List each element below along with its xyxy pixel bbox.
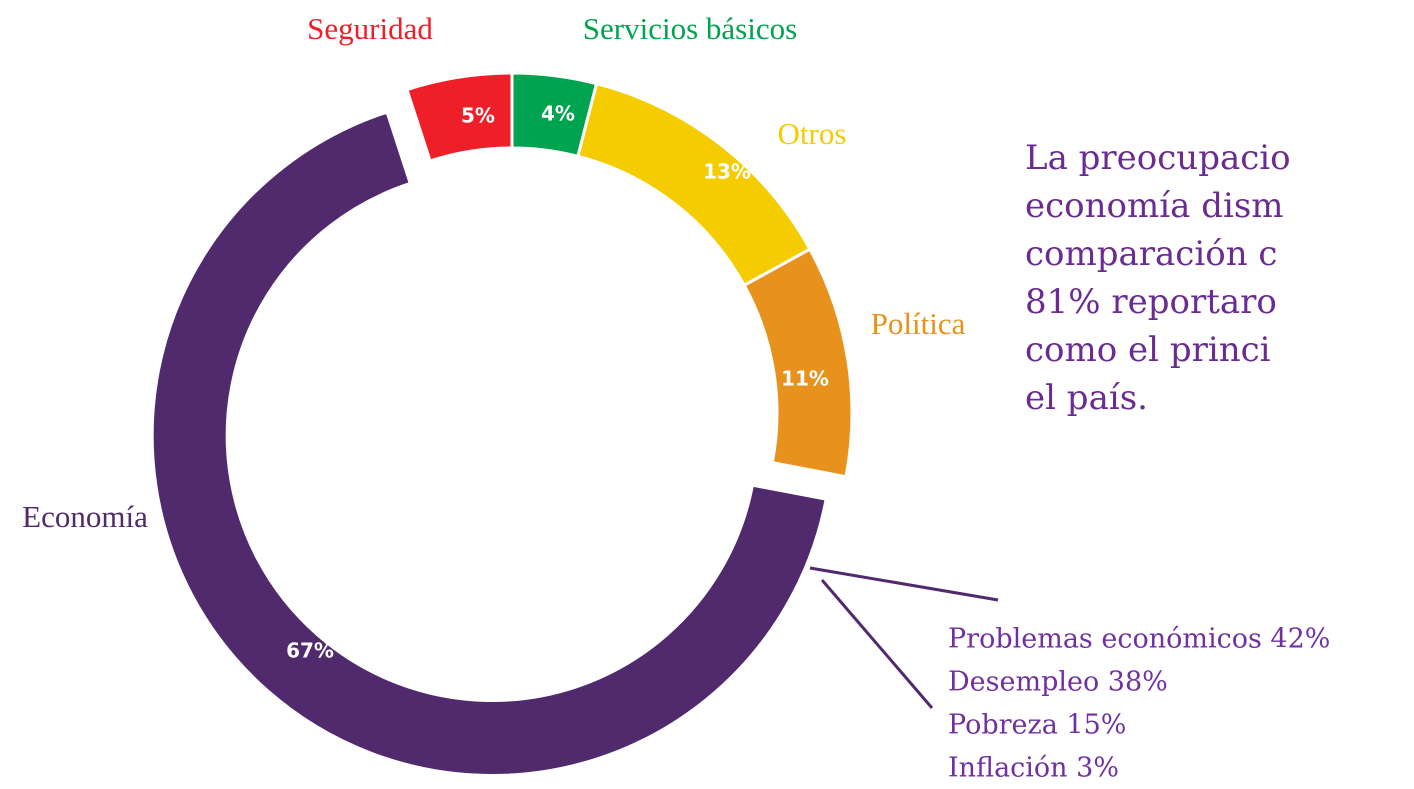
donut-segment	[576, 81, 812, 288]
value-label: 11%	[781, 367, 829, 391]
category-label: Servicios básicos	[583, 11, 797, 46]
leader-line	[809, 566, 999, 602]
annotation-line: 81% reportaro	[1025, 282, 1277, 322]
breakdown-item: Problemas económicos 42%	[948, 624, 1330, 655]
breakdown-item: Pobreza 15%	[948, 710, 1126, 741]
value-label: 4%	[541, 102, 575, 126]
donut-segment	[150, 110, 828, 777]
category-label: Economía	[22, 499, 148, 534]
donut-segment	[405, 71, 514, 163]
annotation-line: economía dism	[1025, 186, 1284, 226]
breakdown-item: Desempleo 38%	[948, 667, 1168, 698]
category-label: Política	[871, 306, 966, 341]
donut-segment	[742, 247, 854, 479]
annotation-line: como el princi	[1025, 330, 1271, 370]
value-label: 13%	[703, 160, 751, 184]
category-label: Otros	[778, 116, 847, 151]
leader-line	[820, 579, 934, 709]
value-label: 67%	[286, 639, 334, 663]
category-label: Seguridad	[307, 11, 433, 46]
value-label: 5%	[461, 104, 495, 128]
annotation-line: La preocupacio	[1025, 138, 1291, 178]
breakdown-item: Inflación 3%	[948, 753, 1119, 784]
annotation-line: el país.	[1025, 378, 1148, 418]
annotation-line: comparación c	[1025, 234, 1277, 274]
